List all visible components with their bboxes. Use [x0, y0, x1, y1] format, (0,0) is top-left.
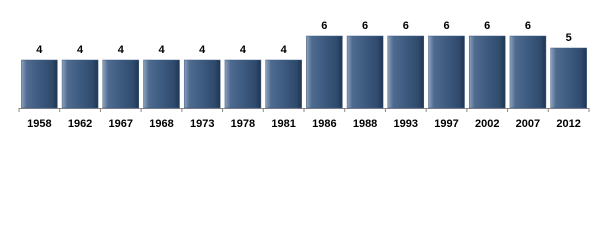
x-tick-label: 1978	[231, 118, 255, 130]
bar	[468, 35, 506, 109]
value-label: 6	[443, 20, 449, 32]
bar	[224, 59, 262, 109]
page: 1958 4 1962 4 1967 4 1968 4 1973 4 1978 4 1981 4 1986 6…	[18, 19, 590, 130]
bar	[102, 59, 140, 109]
value-label: 4	[199, 44, 206, 56]
x-tick-label: 1988	[353, 118, 377, 130]
x-tick-label: 1981	[271, 118, 295, 130]
x-tick-label: 1973	[190, 118, 214, 130]
bar	[183, 59, 221, 109]
bar	[428, 35, 465, 109]
x-tick-label: 1962	[68, 118, 92, 130]
x-tick-label: 2007	[516, 118, 540, 130]
bar	[346, 35, 384, 109]
x-tick-label: 1993	[394, 118, 418, 130]
bar	[550, 47, 587, 109]
value-label: 4	[36, 44, 43, 56]
bar	[509, 35, 547, 109]
value-label: 6	[525, 20, 531, 32]
value-label: 5	[566, 32, 572, 44]
x-tick-label: 1958	[27, 118, 51, 130]
value-label: 4	[281, 44, 288, 56]
bar	[265, 59, 302, 109]
value-label: 4	[158, 44, 165, 56]
bar	[143, 59, 180, 109]
x-tick-label: 1967	[109, 118, 133, 130]
x-tick-label: 1968	[149, 118, 173, 130]
value-label: 4	[77, 44, 84, 56]
bar	[21, 59, 58, 109]
x-tick-label: 1986	[312, 118, 336, 130]
x-tick-label: 1997	[434, 118, 458, 130]
bar	[306, 35, 343, 109]
value-label: 6	[321, 20, 327, 32]
bar	[387, 35, 425, 109]
value-label: 4	[118, 44, 125, 56]
value-label: 6	[403, 20, 409, 32]
bar	[61, 59, 99, 109]
x-tick-label: 2012	[556, 118, 580, 130]
value-label: 6	[484, 20, 490, 32]
chart: 1958 4 1962 4 1967 4 1968 4 1973 4 1978 4 1981 4 1986 6…	[18, 20, 590, 130]
value-label: 4	[240, 44, 247, 56]
x-tick-label: 2002	[475, 118, 499, 130]
value-label: 6	[362, 20, 368, 32]
